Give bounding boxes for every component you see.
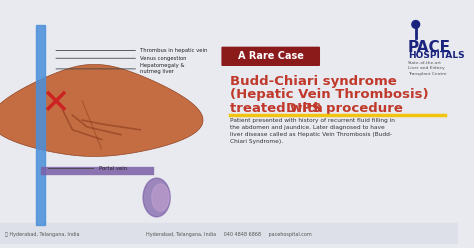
Ellipse shape — [152, 184, 169, 211]
Text: treated with: treated with — [230, 102, 328, 115]
Text: Hyderabad, Telangana, India     040 4848 6868     pacehospital.com: Hyderabad, Telangana, India 040 4848 686… — [146, 232, 312, 237]
FancyBboxPatch shape — [221, 47, 320, 66]
Ellipse shape — [412, 21, 419, 28]
Bar — [0, 223, 458, 244]
Text: State-of-the-art
Liver and Kidney
Transplant Centre: State-of-the-art Liver and Kidney Transp… — [408, 61, 447, 76]
Polygon shape — [0, 64, 203, 156]
Text: PACE: PACE — [408, 40, 451, 55]
Bar — [36, 25, 46, 224]
Text: Thrombus in hepatic vein: Thrombus in hepatic vein — [140, 48, 208, 53]
Text: (Hepatic Vein Thrombosis): (Hepatic Vein Thrombosis) — [230, 88, 428, 101]
Text: Portal vein: Portal vein — [99, 166, 127, 171]
Text: 📍 Hyderabad, Telangana, India: 📍 Hyderabad, Telangana, India — [5, 232, 79, 237]
Text: Patient presented with history of recurrent fluid filling in
the abdomen and jau: Patient presented with history of recurr… — [230, 118, 395, 144]
Text: HOSPITALS: HOSPITALS — [408, 52, 465, 61]
Text: Venus congestion: Venus congestion — [140, 56, 187, 61]
Text: A Rare Case: A Rare Case — [238, 51, 304, 61]
Text: Hepatomegaly &
nutmeg liver: Hepatomegaly & nutmeg liver — [140, 63, 185, 74]
Text: DIPS procedure: DIPS procedure — [286, 102, 403, 115]
Ellipse shape — [143, 178, 170, 217]
Text: Budd-Chiari syndrome: Budd-Chiari syndrome — [230, 75, 397, 88]
